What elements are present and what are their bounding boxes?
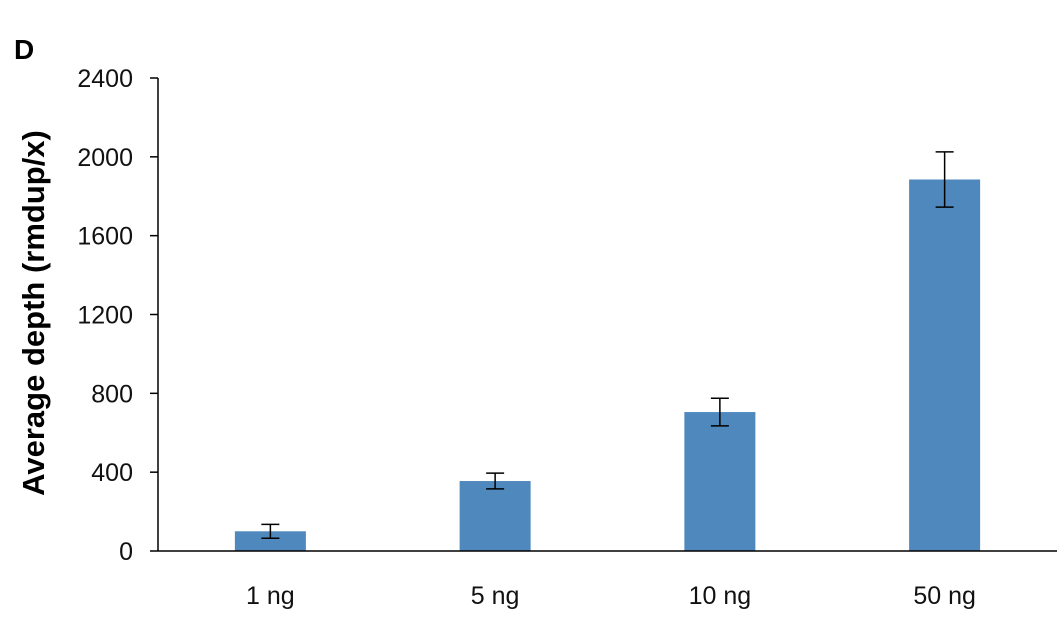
x-tick-label-2: 10 ng xyxy=(689,582,752,610)
panel-label: D xyxy=(14,34,34,65)
x-tick-label-0: 1 ng xyxy=(246,582,295,610)
y-axis-title: Average depth (rmdup/x) xyxy=(16,130,51,496)
y-tick-label-1600: 1600 xyxy=(77,223,133,251)
bar-1 xyxy=(459,481,531,551)
bar-3 xyxy=(909,179,981,551)
x-tick-label-3: 50 ng xyxy=(913,582,976,610)
y-tick-label-2400: 2400 xyxy=(77,65,133,93)
plot-area: 0 400 800 1200 1600 2000 2400 1 ng 5 ng 10 ng 50 n… xyxy=(77,65,1057,610)
y-tick-label-400: 400 xyxy=(91,459,133,487)
y-tick-label-800: 800 xyxy=(91,380,133,408)
y-tick-label-1200: 1200 xyxy=(77,302,133,330)
y-tick-label-2000: 2000 xyxy=(77,144,133,172)
bar-2 xyxy=(684,412,756,551)
y-tick-label-0: 0 xyxy=(119,538,133,566)
x-tick-label-1: 5 ng xyxy=(471,582,520,610)
bar-0 xyxy=(234,531,306,551)
